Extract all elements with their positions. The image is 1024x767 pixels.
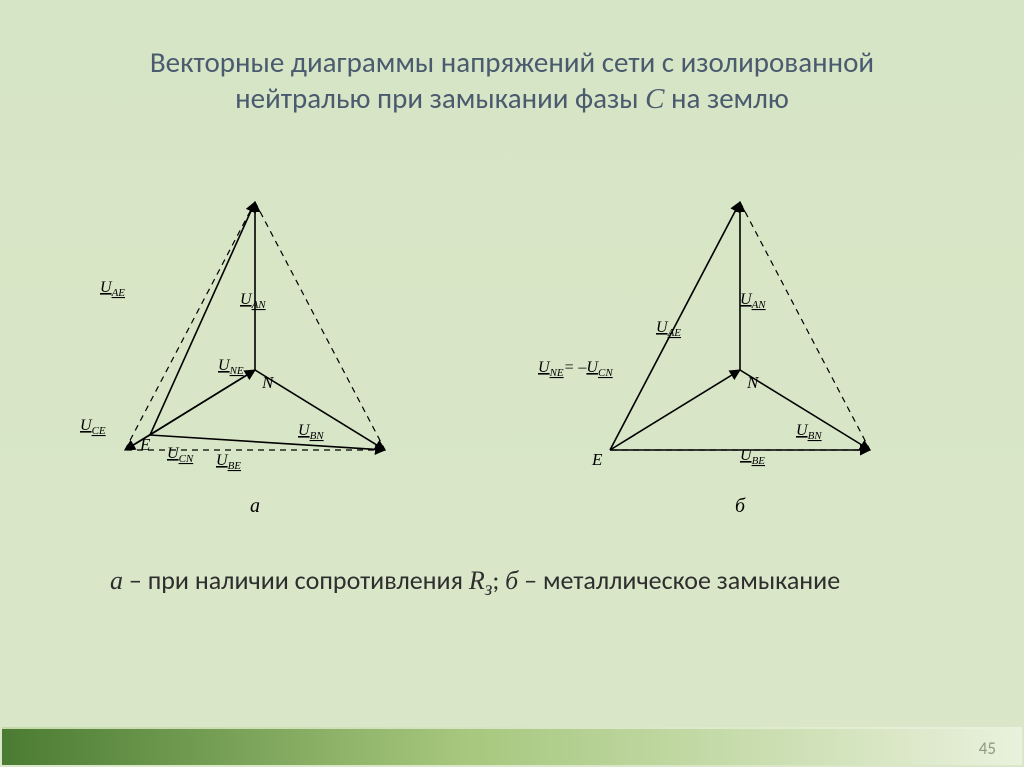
caption-text-3: – металлическое замыкание: [518, 564, 840, 596]
slide: Векторные диаграммы напряжений сети с из…: [0, 0, 1024, 767]
caption-letter-a: а: [110, 566, 123, 595]
svg-text:UBN: UBN: [796, 422, 822, 442]
svg-text:UAE: UAE: [100, 279, 125, 299]
title-line2-post: на землю: [664, 80, 788, 116]
svg-text:UBE: UBE: [216, 452, 241, 472]
svg-text:N: N: [261, 373, 275, 392]
svg-text:UBN: UBN: [298, 422, 324, 442]
svg-text:UNE= –UCN: UNE= –UCN: [538, 359, 613, 379]
svg-text:б: б: [735, 495, 746, 517]
page-number: 45: [979, 738, 996, 759]
svg-text:UCE: UCE: [80, 417, 106, 437]
footer-band: [2, 729, 1022, 765]
slide-title: Векторные диаграммы напряжений сети с из…: [60, 44, 964, 118]
title-line1: Векторные диаграммы напряжений сети с из…: [150, 44, 874, 80]
svg-text:N: N: [746, 373, 760, 392]
svg-text:а: а: [250, 495, 260, 517]
svg-text:E: E: [591, 450, 603, 469]
caption-var-r: R: [469, 566, 485, 595]
caption-text-1: – при наличии сопротивления: [123, 564, 469, 596]
diagram-caption: а – при наличии сопротивления Rз; б – ме…: [110, 564, 934, 603]
svg-text:UCN: UCN: [167, 445, 194, 465]
caption-text-2: ;: [492, 564, 505, 596]
svg-text:UAN: UAN: [740, 291, 766, 311]
diagrams-svg: NEUAEUANUNEUCEUCNUBEUBNаNEUANUAEUBNUBEбU…: [40, 190, 984, 530]
svg-text:UNE: UNE: [218, 357, 244, 377]
caption-letter-b: б: [505, 566, 518, 595]
title-variable-c: C: [645, 83, 664, 115]
title-line2-pre: нейтралью при замыкании фазы: [235, 80, 645, 116]
svg-text:UAN: UAN: [240, 291, 266, 311]
vector-diagrams: NEUAEUANUNEUCEUCNUBEUBNаNEUANUAEUBNUBEбU…: [40, 190, 984, 530]
svg-text:E: E: [139, 435, 151, 454]
